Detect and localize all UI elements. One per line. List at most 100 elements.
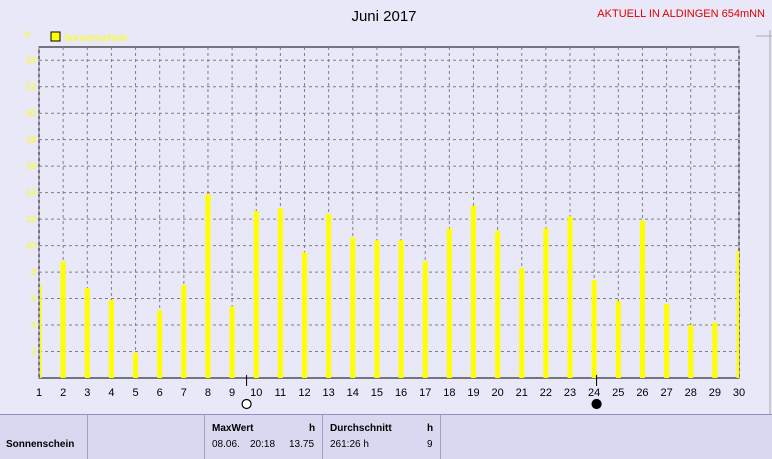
x-tick-label: 15 (371, 387, 383, 399)
bar-day-2 (60, 261, 66, 378)
bar-day-30 (736, 250, 739, 378)
x-tick-labels: 1 2 3 4 5 6 7 8 9 10 11 12 13 14 15 16 17 18 19 20 21 22 23 24 2… (36, 387, 745, 399)
y-tick-label: 2 (31, 347, 36, 357)
avg-total: 261:26 h (330, 439, 369, 450)
sunshine-chart: Juni 2017 AKTUELL IN ALDINGEN 654mNN h S… (25, 8, 772, 414)
x-tick-label: 14 (347, 387, 359, 399)
max-value: 13.75 (289, 439, 315, 450)
bar-day-17 (422, 261, 428, 378)
bar-day-1 (40, 285, 42, 378)
moon-markers (241, 375, 602, 410)
x-tick-label: 27 (660, 387, 672, 399)
chart-title: Juni 2017 (351, 8, 416, 25)
y-tick-label: 12 (26, 214, 36, 224)
x-tick-label: 5 (132, 387, 138, 399)
x-tick-label: 4 (108, 387, 114, 399)
x-tick-label: 22 (540, 387, 552, 399)
grid-lines (38, 47, 740, 378)
y-axis-unit: h (25, 29, 30, 39)
x-tick-label: 29 (709, 387, 721, 399)
bar-day-9 (229, 306, 235, 378)
y-tick-label: 14 (26, 188, 36, 198)
bar-day-6 (157, 310, 163, 378)
x-tick-label: 7 (181, 387, 187, 399)
bar-day-26 (639, 220, 645, 378)
station-label: AKTUELL IN ALDINGEN 654mNN (597, 8, 765, 20)
x-tick-label: 12 (298, 387, 310, 399)
x-tick-label: 11 (275, 387, 286, 399)
avg-unit: h (427, 423, 434, 434)
bar-day-3 (84, 287, 90, 378)
avg-header: Durchschnitt (330, 423, 392, 434)
x-tick-label: 25 (612, 387, 624, 399)
x-tick-label: 10 (250, 387, 262, 399)
legend-swatch (50, 31, 61, 42)
y-tick-label: 18 (26, 135, 36, 145)
x-tick-label: 17 (419, 387, 431, 399)
y-tick-label: 16 (26, 161, 36, 171)
bar-day-8 (205, 193, 211, 378)
y-tick-label: 8 (31, 267, 36, 277)
panel-avg-cell: Durchschnitt h 261:26 h 9 (323, 415, 441, 459)
panel-empty-cell (88, 415, 205, 459)
max-date: 08.06. (212, 439, 240, 450)
bar-day-22 (543, 228, 549, 378)
bar-day-13 (326, 213, 332, 378)
x-tick-label: 16 (395, 387, 407, 399)
x-tick-label: 26 (636, 387, 648, 399)
x-tick-label: 6 (157, 387, 163, 399)
x-tick-label: 21 (516, 387, 528, 399)
bar-day-5 (133, 352, 139, 378)
full-moon-icon (241, 398, 252, 410)
x-tick-label: 13 (323, 387, 335, 399)
bar-day-18 (446, 228, 452, 378)
x-tick-label: 9 (229, 387, 235, 399)
new-moon-icon (591, 398, 602, 410)
y-tick-label: 22 (26, 82, 36, 92)
bar-day-11 (277, 208, 283, 378)
x-tick-label: 8 (205, 387, 211, 399)
x-tick-label: 19 (467, 387, 479, 399)
y-tick-label: 4 (31, 320, 36, 330)
plot-frame (38, 46, 740, 379)
y-tick-label: 20 (26, 108, 36, 118)
panel-max-cell: MaxWert h 08.06. 20:18 13.75 (205, 415, 323, 459)
bar-day-4 (108, 299, 114, 378)
x-tick-label: 24 (588, 387, 600, 399)
y-tick-label: 24 (26, 55, 36, 65)
bar-day-16 (398, 240, 404, 378)
x-tick-label: 23 (564, 387, 576, 399)
bars (40, 193, 739, 378)
x-tick-label: 2 (60, 387, 66, 399)
y-tick-label: 6 (31, 294, 36, 304)
bar-day-23 (567, 216, 573, 378)
x-tick-label: 18 (443, 387, 455, 399)
y-tick-label: 10 (26, 241, 36, 251)
panel-row-label: Sonnenschein (6, 439, 75, 450)
panel-label-cell: Sonnenschein (0, 415, 88, 459)
bar-day-19 (470, 205, 476, 378)
summary-panel: Sonnenschein MaxWert h 08.06. 20:18 13.7… (0, 414, 772, 459)
bar-day-25 (615, 301, 621, 378)
bar-day-28 (688, 325, 694, 378)
bar-day-10 (253, 211, 259, 378)
x-tick-label: 28 (685, 387, 697, 399)
bar-day-24 (591, 280, 597, 378)
x-tick-label: 30 (733, 387, 745, 399)
max-header: MaxWert (212, 423, 254, 434)
bar-day-29 (712, 322, 718, 378)
x-tick-label: 1 (36, 387, 42, 399)
avg-value: 9 (427, 439, 433, 450)
max-time: 20:18 (250, 439, 276, 450)
bar-day-27 (664, 303, 670, 378)
bar-day-15 (374, 240, 380, 378)
bar-day-7 (181, 285, 187, 378)
x-tick-label: 3 (84, 387, 90, 399)
bar-day-20 (495, 231, 501, 378)
bar-day-21 (519, 268, 525, 378)
legend-label: Sonnenschein (64, 33, 127, 44)
bar-day-12 (302, 252, 308, 378)
max-unit: h (309, 423, 316, 434)
x-tick-label: 20 (491, 387, 503, 399)
